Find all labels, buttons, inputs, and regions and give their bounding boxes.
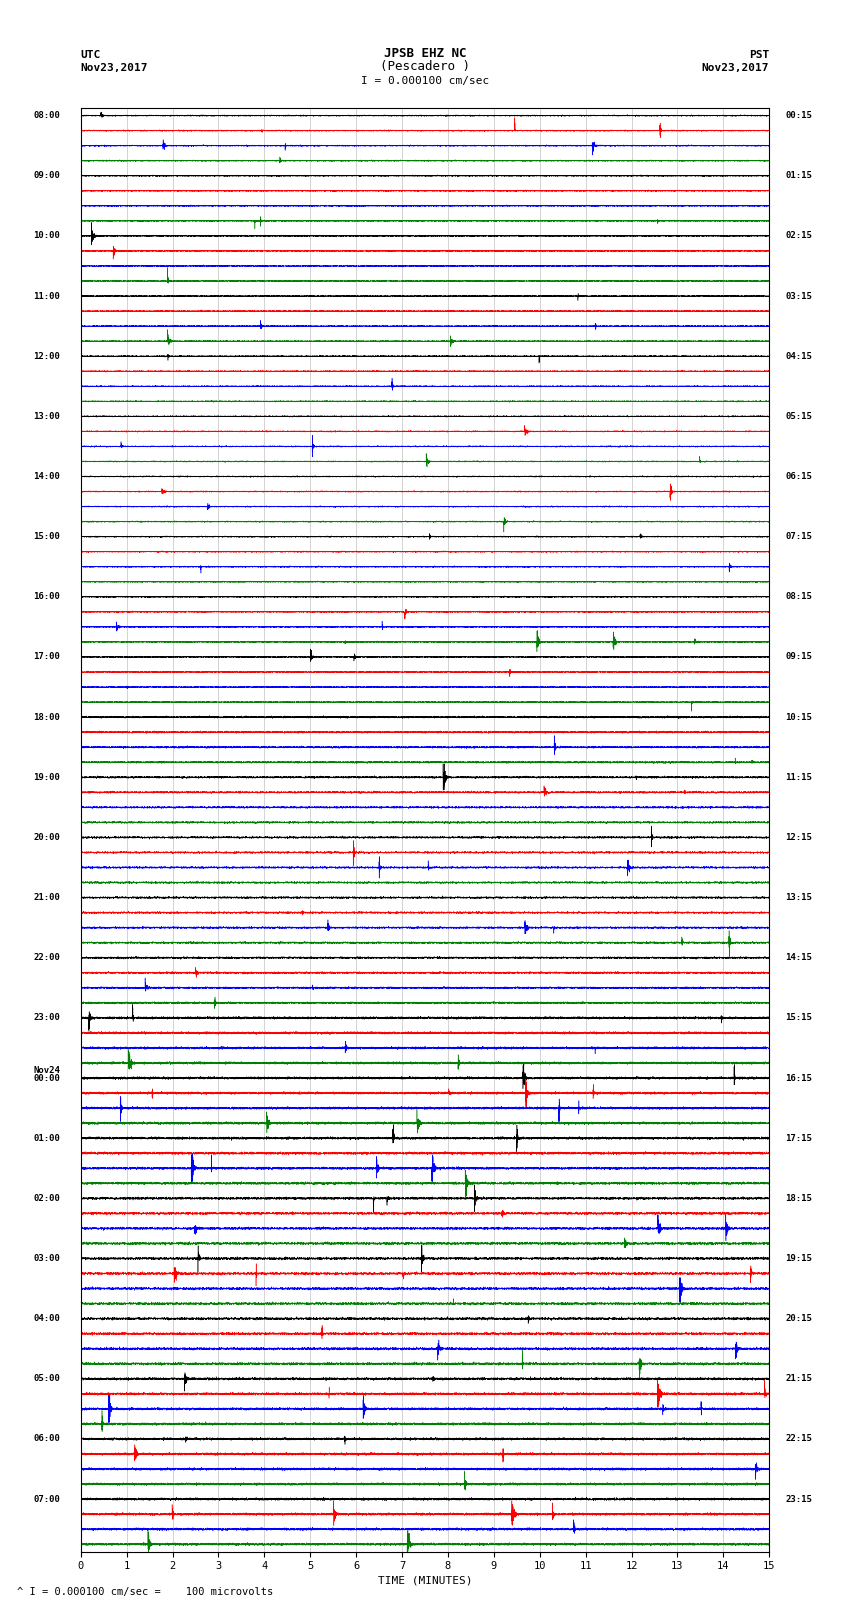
Text: 01:00: 01:00 bbox=[33, 1134, 60, 1142]
Text: 12:15: 12:15 bbox=[785, 832, 813, 842]
Text: 13:15: 13:15 bbox=[785, 894, 813, 902]
Text: I = 0.000100 cm/sec: I = 0.000100 cm/sec bbox=[361, 76, 489, 85]
Text: 23:00: 23:00 bbox=[33, 1013, 60, 1023]
Text: 18:00: 18:00 bbox=[33, 713, 60, 721]
Text: 18:15: 18:15 bbox=[785, 1194, 813, 1203]
Text: 16:15: 16:15 bbox=[785, 1074, 813, 1082]
Text: Nov24: Nov24 bbox=[33, 1066, 60, 1074]
Text: 08:15: 08:15 bbox=[785, 592, 813, 602]
Text: Nov23,2017: Nov23,2017 bbox=[81, 63, 148, 73]
Text: 12:00: 12:00 bbox=[33, 352, 60, 361]
Text: 09:15: 09:15 bbox=[785, 652, 813, 661]
Text: 19:00: 19:00 bbox=[33, 773, 60, 782]
Text: 11:15: 11:15 bbox=[785, 773, 813, 782]
Text: 14:00: 14:00 bbox=[33, 473, 60, 481]
Text: 11:00: 11:00 bbox=[33, 292, 60, 300]
Text: 22:00: 22:00 bbox=[33, 953, 60, 963]
Text: 05:00: 05:00 bbox=[33, 1374, 60, 1384]
X-axis label: TIME (MINUTES): TIME (MINUTES) bbox=[377, 1576, 473, 1586]
Text: 10:00: 10:00 bbox=[33, 231, 60, 240]
Text: 02:00: 02:00 bbox=[33, 1194, 60, 1203]
Text: UTC: UTC bbox=[81, 50, 101, 60]
Text: (Pescadero ): (Pescadero ) bbox=[380, 60, 470, 73]
Text: JPSB EHZ NC: JPSB EHZ NC bbox=[383, 47, 467, 60]
Text: 15:00: 15:00 bbox=[33, 532, 60, 540]
Text: 20:00: 20:00 bbox=[33, 832, 60, 842]
Text: 16:00: 16:00 bbox=[33, 592, 60, 602]
Text: 05:15: 05:15 bbox=[785, 411, 813, 421]
Text: 07:15: 07:15 bbox=[785, 532, 813, 540]
Text: ^ I = 0.000100 cm/sec =    100 microvolts: ^ I = 0.000100 cm/sec = 100 microvolts bbox=[17, 1587, 273, 1597]
Text: 04:15: 04:15 bbox=[785, 352, 813, 361]
Text: 00:00: 00:00 bbox=[33, 1074, 60, 1082]
Text: 02:15: 02:15 bbox=[785, 231, 813, 240]
Text: 03:00: 03:00 bbox=[33, 1253, 60, 1263]
Text: 10:15: 10:15 bbox=[785, 713, 813, 721]
Text: 21:00: 21:00 bbox=[33, 894, 60, 902]
Text: 09:00: 09:00 bbox=[33, 171, 60, 181]
Text: 14:15: 14:15 bbox=[785, 953, 813, 963]
Text: 22:15: 22:15 bbox=[785, 1434, 813, 1444]
Text: Nov23,2017: Nov23,2017 bbox=[702, 63, 769, 73]
Text: 20:15: 20:15 bbox=[785, 1315, 813, 1323]
Text: 21:15: 21:15 bbox=[785, 1374, 813, 1384]
Text: 06:00: 06:00 bbox=[33, 1434, 60, 1444]
Text: 07:00: 07:00 bbox=[33, 1495, 60, 1503]
Text: 17:00: 17:00 bbox=[33, 652, 60, 661]
Text: 19:15: 19:15 bbox=[785, 1253, 813, 1263]
Text: 15:15: 15:15 bbox=[785, 1013, 813, 1023]
Text: 17:15: 17:15 bbox=[785, 1134, 813, 1142]
Text: 01:15: 01:15 bbox=[785, 171, 813, 181]
Text: 13:00: 13:00 bbox=[33, 411, 60, 421]
Text: PST: PST bbox=[749, 50, 769, 60]
Text: 06:15: 06:15 bbox=[785, 473, 813, 481]
Text: 08:00: 08:00 bbox=[33, 111, 60, 119]
Text: 03:15: 03:15 bbox=[785, 292, 813, 300]
Text: 23:15: 23:15 bbox=[785, 1495, 813, 1503]
Text: 00:15: 00:15 bbox=[785, 111, 813, 119]
Text: 04:00: 04:00 bbox=[33, 1315, 60, 1323]
